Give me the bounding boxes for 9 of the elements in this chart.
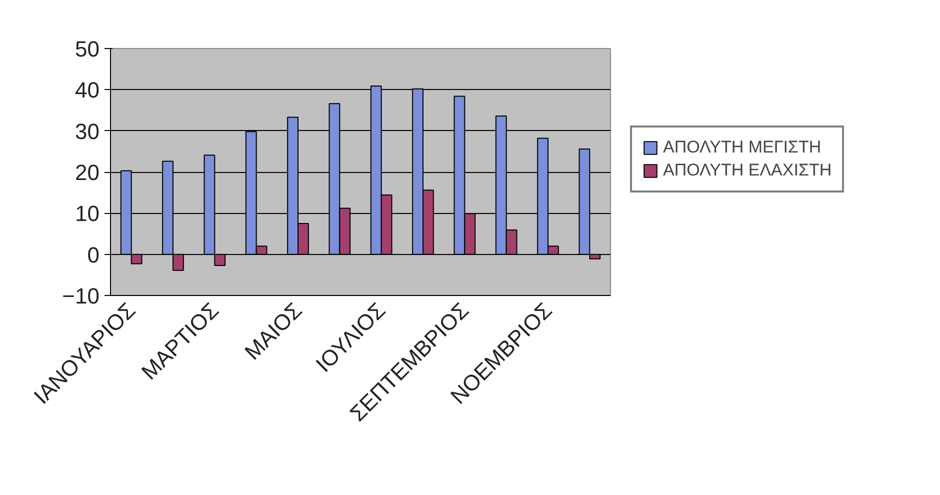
y-tick-label: 40 [75, 78, 100, 103]
y-tick-label: 30 [75, 118, 100, 144]
y-tick-label: 10 [75, 201, 100, 226]
y-tick-label: −10 [62, 284, 100, 308]
legend-label: ΑΠΟΛΥΤΗ ΕΛΑΧΙΣΤΗ [663, 160, 832, 180]
y-tick-label: 50 [75, 36, 100, 62]
y-tick-label: 20 [75, 160, 100, 185]
legend-label: ΑΠΟΛΥΤΗ ΜΕΓΙΣΤΗ [663, 138, 822, 158]
y-tick-label: 0 [87, 242, 100, 268]
